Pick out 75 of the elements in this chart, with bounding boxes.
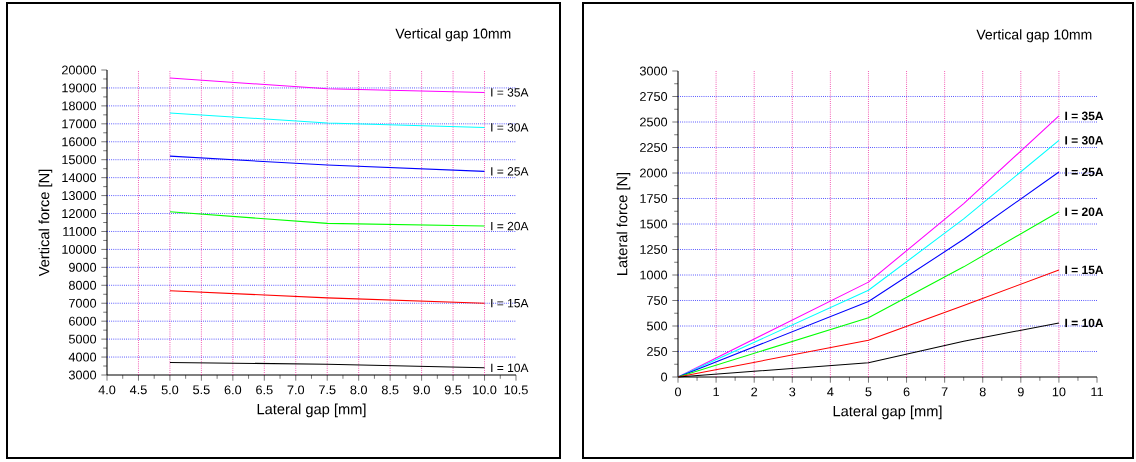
x-tick-label: 11 xyxy=(1091,387,1103,397)
x-tick-label: 9.5 xyxy=(444,385,462,395)
y-axis-title: Vertical force [N] xyxy=(38,169,53,277)
x-tick-label: 9 xyxy=(1017,387,1024,397)
series-label: I = 15A xyxy=(491,299,529,308)
y-tick-label: 1750 xyxy=(640,194,668,203)
x-tick-label: 10.0 xyxy=(473,385,497,395)
chart-title: Vertical gap 10mm xyxy=(395,28,511,42)
x-tick-label: 4 xyxy=(827,387,834,397)
series-label: I = 20A xyxy=(491,221,529,231)
x-tick-label: 9.0 xyxy=(413,385,430,395)
x-tick-label: 8.5 xyxy=(381,385,399,395)
series-label: I = 30A xyxy=(491,123,529,132)
y-tick-label: 17000 xyxy=(62,119,97,129)
y-tick-label: 15000 xyxy=(62,155,97,165)
y-tick-label: 11000 xyxy=(63,226,97,236)
y-tick-label: 1000 xyxy=(640,270,668,280)
y-tick-label: 14000 xyxy=(62,173,97,183)
x-tick-label: 1 xyxy=(713,387,719,397)
y-tick-label: 19000 xyxy=(62,83,97,93)
y-tick-label: 5000 xyxy=(68,334,97,344)
series-label: I = 10A xyxy=(1065,318,1104,328)
y-tick-label: 8000 xyxy=(68,280,97,290)
y-tick-label: 2750 xyxy=(640,92,668,101)
series-label: I = 35A xyxy=(1065,111,1104,121)
y-tick-label: 750 xyxy=(647,296,668,305)
y-tick-label: 500 xyxy=(646,321,668,331)
x-tick-label: 7.5 xyxy=(319,385,336,395)
y-tick-label: 1500 xyxy=(640,219,668,229)
y-tick-label: 3000 xyxy=(68,370,97,380)
series-label: I = 35A xyxy=(491,88,529,97)
x-tick-label: 10.5 xyxy=(504,385,528,395)
x-tick-label: 8.0 xyxy=(350,385,367,395)
y-tick-label: 12000 xyxy=(62,209,97,219)
y-tick-label: 13000 xyxy=(62,191,97,201)
x-tick-label: 8 xyxy=(979,387,986,397)
y-tick-label: 10000 xyxy=(62,244,97,254)
x-tick-label: 6 xyxy=(903,387,910,397)
series-label: I = 25A xyxy=(1065,167,1104,177)
x-tick-label: 2 xyxy=(751,387,758,397)
y-tick-label: 2500 xyxy=(640,117,668,127)
x-tick-label: 4.5 xyxy=(129,385,147,395)
y-tick-label: 250 xyxy=(647,347,668,356)
y-axis-title: Lateral force [N] xyxy=(616,172,631,275)
y-tick-label: 2250 xyxy=(640,143,668,152)
x-tick-label: 7.0 xyxy=(287,385,305,395)
y-tick-label: 6000 xyxy=(69,316,97,326)
y-tick-label: 7000 xyxy=(69,298,97,308)
y-tick-label: 16000 xyxy=(62,137,97,147)
x-tick-label: 6.0 xyxy=(224,385,242,395)
y-tick-label: 0 xyxy=(661,372,668,382)
y-tick-label: 4000 xyxy=(68,352,97,362)
x-tick-label: 5.5 xyxy=(193,385,210,395)
y-tick-label: 18000 xyxy=(62,101,97,111)
x-tick-label: 10 xyxy=(1052,387,1066,397)
y-tick-label: 20000 xyxy=(62,65,97,75)
x-axis-title: Lateral gap [mm] xyxy=(257,403,366,418)
y-tick-label: 9000 xyxy=(69,262,97,272)
y-tick-label: 2000 xyxy=(640,168,668,178)
x-tick-label: 5 xyxy=(865,387,872,397)
x-tick-label: 4.0 xyxy=(98,385,116,395)
series-label: I = 25A xyxy=(491,167,529,176)
x-tick-label: 6.5 xyxy=(256,385,273,395)
x-axis-title: Lateral gap [mm] xyxy=(833,405,942,420)
y-tick-label: 3000 xyxy=(639,66,668,76)
series-label: I = 20A xyxy=(1065,207,1104,217)
x-tick-label: 0 xyxy=(674,387,682,397)
x-tick-label: 3 xyxy=(789,387,796,397)
series-label: I = 10A xyxy=(491,363,529,373)
y-tick-label: 1250 xyxy=(640,245,668,254)
series-label: I = 30A xyxy=(1065,136,1104,145)
series-label: I = 15A xyxy=(1065,265,1104,275)
x-tick-label: 5.0 xyxy=(161,385,179,395)
chart-title: Vertical gap 10mm xyxy=(976,29,1092,43)
x-tick-label: 7 xyxy=(941,387,948,397)
